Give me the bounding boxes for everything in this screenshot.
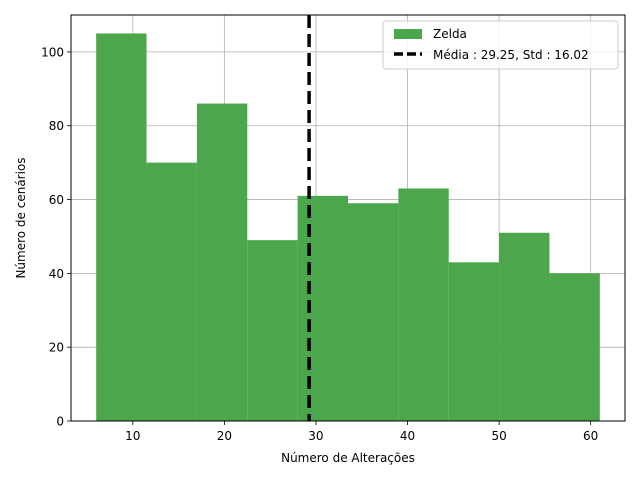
y-axis-ticks: 0 20 40 60 80 100 <box>41 45 71 429</box>
legend-swatch-zelda <box>394 29 422 39</box>
y-tick-label: 40 <box>49 267 64 281</box>
y-tick-label: 60 <box>49 193 64 207</box>
x-axis-ticks: 10 20 30 40 50 60 <box>125 421 598 443</box>
histogram-bar <box>499 232 550 421</box>
x-tick-label: 30 <box>308 429 323 443</box>
legend-label-mean: Média : 29.25, Std : 16.02 <box>433 48 589 62</box>
y-tick-label: 20 <box>49 341 64 355</box>
x-tick-label: 40 <box>400 429 415 443</box>
x-axis-label: Número de Alterações <box>281 451 415 465</box>
histogram-bar <box>146 162 197 422</box>
x-tick-label: 60 <box>583 429 598 443</box>
plot-frame <box>70 14 626 422</box>
y-tick-label: 0 <box>56 415 64 429</box>
histogram-bar <box>96 33 147 422</box>
histogram-bar <box>549 273 600 421</box>
x-tick-label: 20 <box>217 429 232 443</box>
histogram-bar <box>348 203 399 421</box>
y-tick-label: 80 <box>49 119 64 133</box>
legend-box <box>382 20 619 70</box>
x-tick-label: 50 <box>491 429 506 443</box>
legend-label-zelda: Zelda <box>433 27 467 41</box>
histogram-bar <box>297 195 348 421</box>
histogram-bars <box>96 33 600 422</box>
histogram-bar <box>196 103 248 421</box>
histogram-bar <box>398 188 449 421</box>
histogram-bar <box>448 262 500 421</box>
y-tick-label: 100 <box>41 45 64 59</box>
x-tick-label: 10 <box>125 429 140 443</box>
legend: Zelda Média : 29.25, Std : 16.02 <box>382 20 619 70</box>
y-axis-label: Número de cenários <box>14 157 28 278</box>
histogram-bar <box>247 240 298 421</box>
